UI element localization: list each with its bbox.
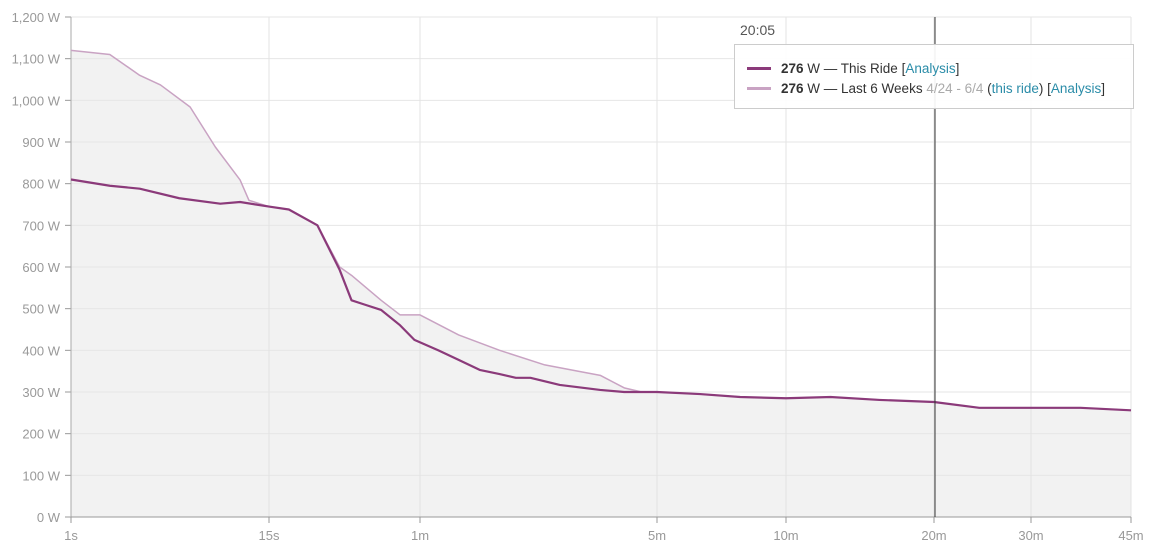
legend-label: W — Last 6 Weeks [803, 80, 927, 96]
legend-value: 276 [781, 60, 804, 76]
x-tick-label: 1s [64, 528, 78, 543]
area-fill [71, 50, 1131, 517]
x-tick-label: 1m [411, 528, 429, 543]
bracket: ] [955, 60, 960, 76]
crosshair-time-label: 20:05 [740, 22, 776, 38]
paren: ) [1038, 80, 1048, 96]
legend-label: W — This Ride [803, 60, 902, 76]
x-tick-label: 20m [921, 528, 946, 543]
bracket: ] [1101, 80, 1105, 96]
date-range: 4/24 - 6/4 [926, 80, 984, 96]
legend-row-last-6-weeks: 276 W — Last 6 Weeks 4/24 - 6/4 (this ri… [747, 78, 1133, 98]
y-tick-label: 100 W [22, 468, 60, 483]
y-tick-label: 300 W [22, 385, 60, 400]
series-line-this-ride [70, 178, 1132, 412]
x-tick-label: 15s [259, 528, 280, 543]
x-tick-label: 45m [1118, 528, 1143, 543]
y-tick-label: 800 W [22, 177, 60, 192]
y-tick-label: 400 W [22, 343, 60, 358]
y-tick-label: 1,200 W [12, 10, 61, 25]
this-ride-link[interactable]: this ride [991, 80, 1039, 96]
legend-value: 276 [781, 80, 804, 96]
paren: ( [983, 80, 992, 96]
y-tick-label: 0 W [37, 510, 61, 525]
x-tick-label: 5m [648, 528, 666, 543]
analysis-link[interactable]: Analysis [905, 60, 956, 76]
bracket: [ [1047, 80, 1051, 96]
bracket: [ [901, 60, 906, 76]
analysis-link[interactable]: Analysis [1050, 80, 1102, 96]
y-tick-label: 1,100 W [12, 52, 61, 67]
x-tick-label: 30m [1018, 528, 1043, 543]
legend-swatch-this-ride [747, 66, 771, 70]
y-tick-label: 200 W [22, 427, 60, 442]
legend-swatch-last-6-weeks [747, 86, 771, 90]
y-tick-label: 600 W [22, 260, 60, 275]
y-tick-label: 900 W [22, 135, 60, 150]
legend-row-this-ride: 276 W — This Ride [Analysis] [747, 58, 1133, 78]
y-tick-label: 500 W [22, 302, 60, 317]
legend-tooltip: 276 W — This Ride [Analysis] 276 W — Las… [734, 44, 1134, 109]
y-tick-label: 1,000 W [12, 93, 61, 108]
x-tick-label: 10m [773, 528, 798, 543]
y-tick-label: 700 W [22, 218, 60, 233]
